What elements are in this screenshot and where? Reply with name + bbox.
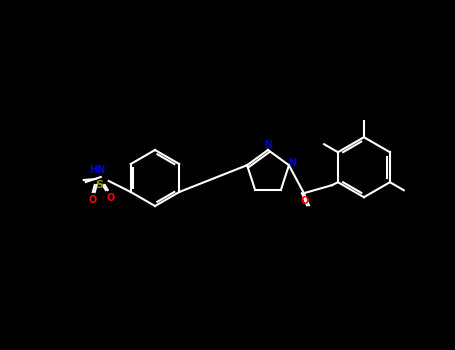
Text: HN: HN — [90, 165, 106, 175]
Text: O: O — [106, 193, 115, 203]
Text: N: N — [264, 140, 272, 150]
Text: N: N — [288, 158, 296, 168]
Text: S: S — [95, 180, 103, 190]
Text: O: O — [301, 196, 309, 206]
Text: O: O — [89, 195, 97, 205]
